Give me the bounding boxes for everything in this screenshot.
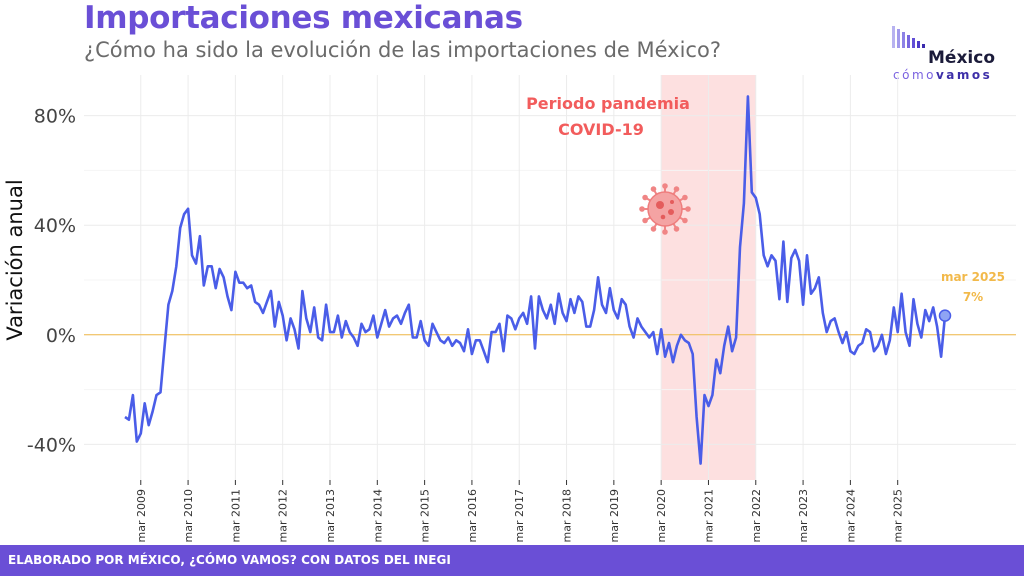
x-tick-label: mar 2025 — [892, 489, 905, 542]
pandemic-label-line2: COVID-19 — [558, 120, 644, 139]
footer-credit: ELABORADO POR MÉXICO, ¿CÓMO VAMOS? CON D… — [8, 553, 451, 567]
logo-word: México — [928, 48, 995, 68]
x-tick-label: mar 2012 — [277, 489, 290, 542]
x-tick-label: mar 2021 — [702, 489, 715, 542]
virus-spike-tip — [673, 226, 680, 232]
y-axis-label: Variación anual — [3, 179, 27, 340]
x-tick-label: mar 2019 — [608, 489, 621, 542]
page-title: Importaciones mexicanas — [84, 0, 523, 36]
imports-line-chart: -40% 0% 40% 80% mar 2009 mar 2010 mar 2011 mar … — [3, 75, 1016, 542]
footer-bar: ELABORADO POR MÉXICO, ¿CÓMO VAMOS? CON D… — [0, 545, 1024, 576]
x-tick-label: mar 2020 — [655, 489, 668, 542]
virus-spike-tip — [650, 186, 657, 192]
end-label-date: mar 2025 — [941, 270, 1005, 284]
y-tick-label: 40% — [34, 215, 76, 237]
x-tick-label: mar 2022 — [750, 489, 763, 542]
virus-dot — [668, 209, 674, 215]
virus-spike-tip — [673, 186, 680, 192]
virus-spike-tip — [682, 194, 688, 201]
x-tick-label: mar 2011 — [229, 489, 242, 542]
logo-subtitle: cómovamos — [893, 68, 992, 82]
mexico-como-vamos-logo: México cómovamos — [888, 24, 1008, 84]
end-point — [938, 309, 952, 322]
x-tick-label: mar 2017 — [513, 489, 526, 542]
x-tick-label: mar 2016 — [466, 489, 479, 542]
virus-dot — [660, 214, 666, 220]
virus-spike-tip — [642, 217, 648, 224]
x-tick-label: mar 2024 — [844, 489, 857, 542]
logo-sub-light: cómo — [893, 68, 936, 82]
x-tick-label: mar 2015 — [419, 489, 432, 542]
virus-icon — [647, 191, 683, 227]
y-tick-label: 0% — [46, 325, 76, 347]
x-tick-label: mar 2009 — [135, 489, 148, 542]
virus-spike-tip — [662, 183, 668, 189]
end-label-value: 7% — [963, 290, 983, 304]
virus-spike-tip — [682, 217, 688, 224]
y-tick-label: 80% — [34, 106, 76, 128]
x-tick-label: mar 2014 — [371, 489, 384, 542]
virus-spike-tip — [642, 194, 648, 201]
x-tick-label: mar 2013 — [324, 489, 337, 542]
virus-dot — [670, 200, 674, 204]
x-tick-label: mar 2018 — [561, 489, 574, 542]
logo-bars-icon — [892, 26, 925, 48]
virus-dot — [656, 201, 664, 209]
x-tick-label: mar 2010 — [182, 489, 195, 542]
pandemic-label-line1: Periodo pandemia — [526, 94, 690, 113]
virus-spike-tip — [650, 226, 657, 232]
virus-spike-tip — [662, 229, 668, 235]
virus-spike-tip — [639, 206, 645, 212]
x-tick-label: mar 2023 — [797, 489, 810, 542]
series-line — [124, 95, 947, 465]
y-tick-label: -40% — [27, 434, 76, 456]
logo-sub-bold: vamos — [935, 68, 993, 82]
page-subtitle: ¿Cómo ha sido la evolución de las import… — [84, 38, 721, 62]
virus-spike-tip — [685, 206, 691, 212]
